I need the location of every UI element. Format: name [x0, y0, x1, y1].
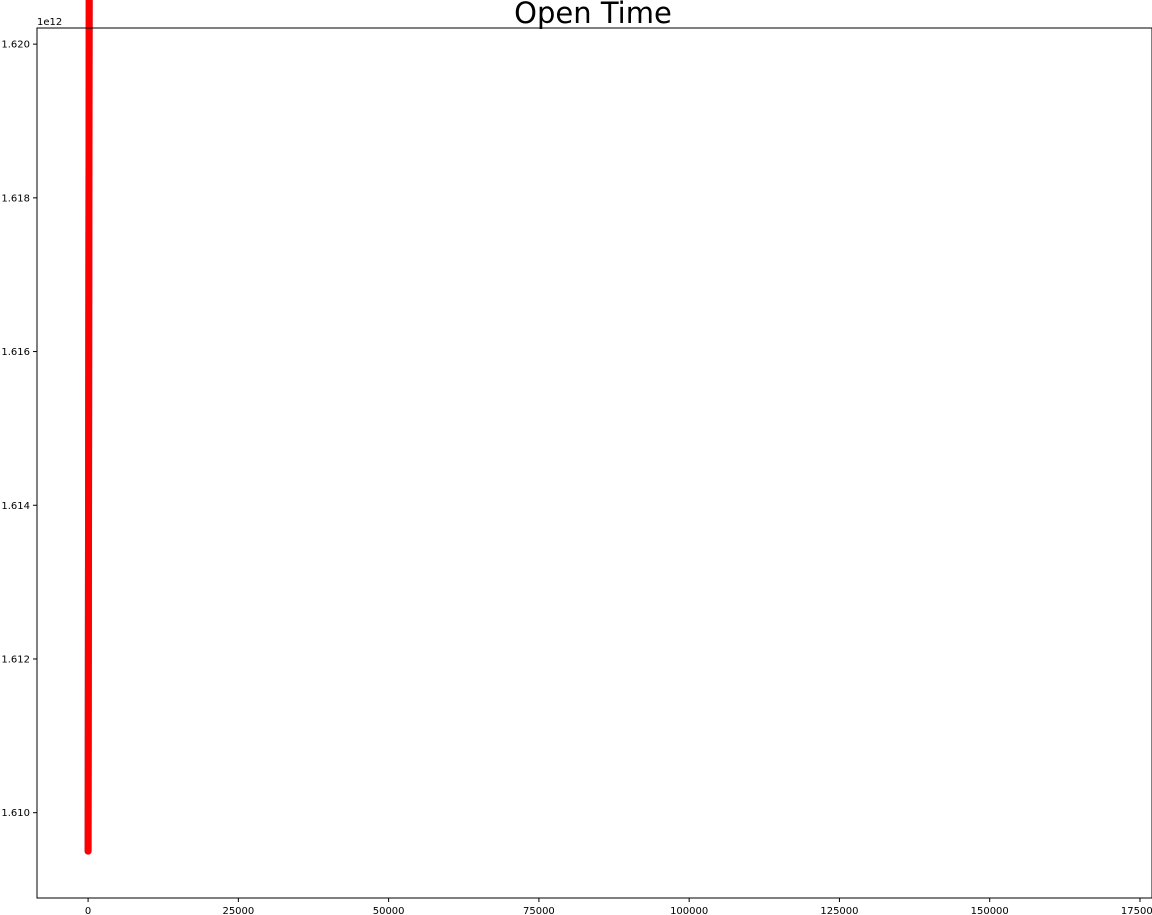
x-tick-label-1: 25000 [222, 906, 254, 915]
x-axis: 0 25000 50000 75000 100000 125000 150000 175000 [85, 898, 1152, 915]
series-1 [84, 0, 93, 855]
series-1-points-0 [84, 0, 93, 855]
y-axis: 1.610 1.612 1.614 1.616 1.618 1.620 [1, 40, 37, 819]
y-offset-text: 1e12 [37, 17, 62, 28]
y-tick-label-2: 1.614 [1, 501, 30, 512]
plot-area [84, 0, 93, 855]
chart-title: Open Time [514, 0, 672, 30]
y-tick-label-1: 1.612 [1, 654, 30, 665]
series-0-points-0 [84, 0, 93, 855]
y-tick-label-4: 1.618 [1, 193, 30, 204]
x-tick-label-6: 150000 [971, 906, 1009, 915]
y-tick-label-0: 1.610 [1, 808, 30, 819]
x-tick-label-5: 125000 [820, 906, 858, 915]
x-tick-label-4: 100000 [670, 906, 708, 915]
x-tick-label-7: 175000 [1121, 906, 1152, 915]
x-tick-label-2: 50000 [373, 906, 405, 915]
series-0 [84, 0, 93, 855]
x-tick-label-0: 0 [85, 906, 91, 915]
y-tick-label-3: 1.616 [1, 347, 30, 358]
x-tick-label-3: 75000 [523, 906, 555, 915]
axes [36, 27, 1152, 899]
axes-frame [36, 27, 1152, 899]
y-tick-label-5: 1.620 [1, 40, 30, 51]
